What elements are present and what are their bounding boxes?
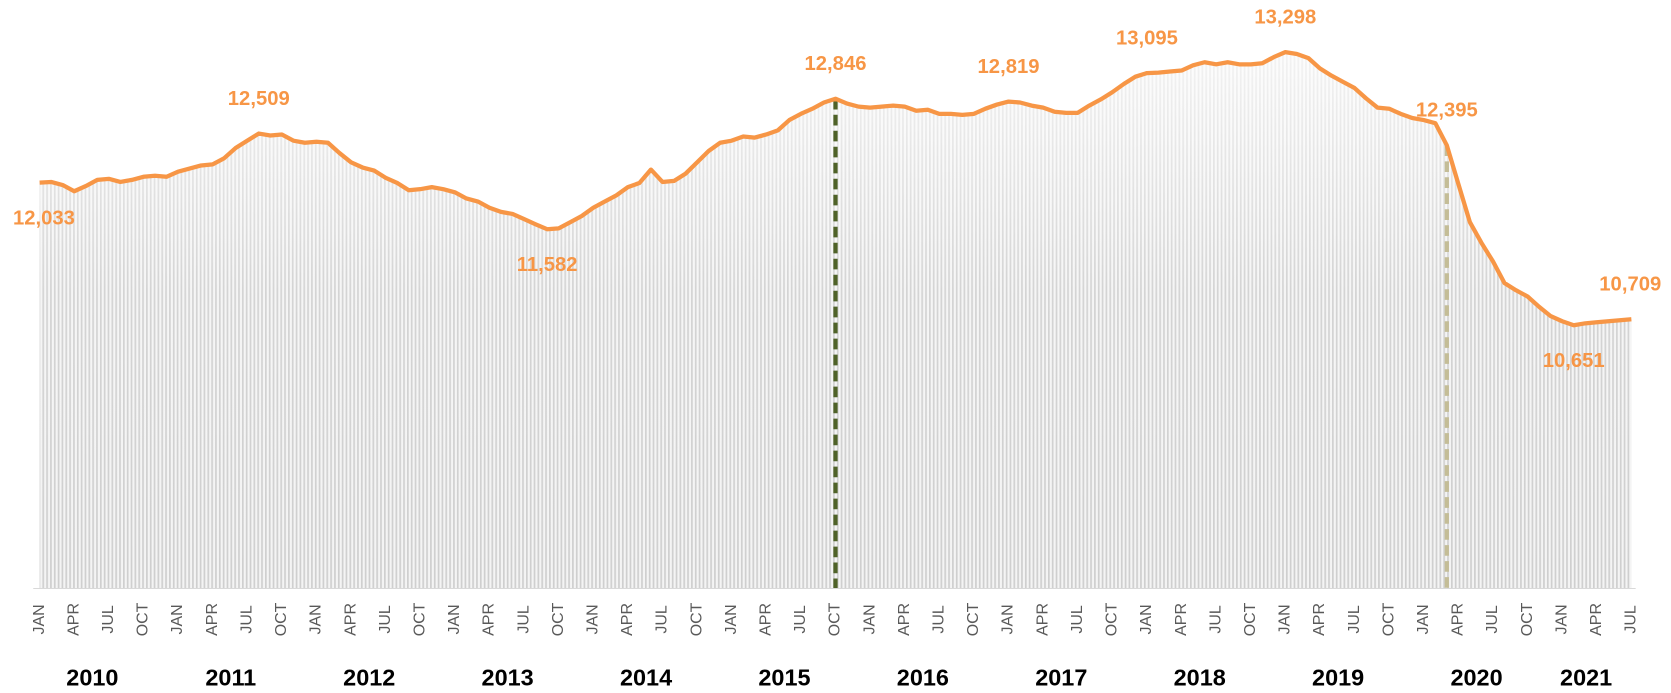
value-label: 12,846: [805, 53, 867, 75]
x-tick-label: JUL: [654, 605, 671, 634]
x-tick-label: JUL: [1484, 605, 1501, 634]
x-tick-label: OCT: [827, 602, 844, 636]
x-tick-label: JUL: [1207, 605, 1224, 634]
value-label: 13,298: [1254, 6, 1316, 28]
x-tick-label: JUL: [1069, 605, 1086, 634]
x-tick-label: APR: [758, 603, 775, 636]
x-tick-label: APR: [342, 603, 359, 636]
x-tick-label: JUL: [931, 605, 948, 634]
year-label: 2010: [66, 664, 118, 690]
value-label: 12,395: [1416, 100, 1478, 122]
value-label: 11,582: [517, 254, 578, 276]
year-label: 2015: [758, 664, 810, 690]
x-tick-label: JAN: [1000, 604, 1017, 634]
x-tick-label: JUL: [100, 605, 117, 634]
x-tick-label: JAN: [861, 604, 878, 634]
value-label: 12,819: [978, 56, 1040, 78]
x-tick-label: OCT: [1519, 602, 1536, 636]
x-tick-label: APR: [1034, 603, 1051, 636]
area-layer: [39, 52, 1632, 589]
x-tick-label: OCT: [550, 602, 567, 636]
x-tick-label: APR: [1173, 603, 1190, 636]
x-tick-label: JAN: [169, 604, 186, 634]
x-tick-label: JUL: [377, 605, 394, 634]
year-label: 2016: [897, 664, 949, 690]
year-label: 2017: [1035, 664, 1087, 690]
x-tick-label: JAN: [308, 604, 325, 634]
x-tick-label: APR: [619, 603, 636, 636]
x-tick-label: OCT: [965, 602, 982, 636]
year-label: 2012: [343, 664, 395, 690]
year-label: 2018: [1174, 664, 1226, 690]
area-fade: [39, 52, 1632, 589]
x-tick-label: JAN: [584, 604, 601, 634]
x-tick-label: OCT: [273, 602, 290, 636]
x-tick-label: APR: [896, 603, 913, 636]
label-layer: 12,033 12,509 11,582 12,846 12,819 13,095 13,2…: [13, 6, 1661, 372]
x-tick-label: JAN: [446, 604, 463, 634]
year-label: 2020: [1450, 664, 1502, 690]
value-label: 10,709: [1599, 274, 1661, 296]
x-tick-label: OCT: [688, 602, 705, 636]
x-tick-label: OCT: [135, 602, 152, 636]
value-label: 10,651: [1543, 350, 1605, 372]
value-label: 12,033: [13, 207, 75, 229]
x-tick-label: JAN: [723, 604, 740, 634]
year-label: 2021: [1560, 664, 1612, 690]
x-tick-label: OCT: [1242, 602, 1259, 636]
year-label: 2014: [620, 664, 672, 690]
x-tick-label: APR: [1450, 603, 1467, 636]
x-tick-label: JUL: [792, 605, 809, 634]
x-tick-label: JUL: [515, 605, 532, 634]
x-tick-label: APR: [481, 603, 498, 636]
year-label: 2019: [1312, 664, 1364, 690]
x-tick-label: JAN: [1138, 604, 1155, 634]
x-tick-label: APR: [1311, 603, 1328, 636]
x-tick-label: OCT: [1104, 602, 1121, 636]
drop-layer: [833, 98, 1449, 589]
x-tick-label: APR: [1588, 603, 1605, 636]
x-tick-label: APR: [65, 603, 82, 636]
x-tick-label: OCT: [1380, 602, 1397, 636]
year-label: 2013: [482, 664, 534, 690]
x-tick-label: JUL: [238, 605, 255, 634]
x-tick-label: APR: [204, 603, 221, 636]
x-tick-label: JAN: [1415, 604, 1432, 634]
x-tick-label: JUL: [1623, 605, 1640, 634]
x-tick-label: JAN: [1553, 604, 1570, 634]
x-tick-label: OCT: [411, 602, 428, 636]
x-tick-label: JUL: [1346, 605, 1363, 634]
value-label: 12,509: [228, 88, 290, 110]
axis-layer: JAN APR JUL OCT JAN APR JUL OCT JAN APR JUL OCT JAN A…: [31, 587, 1640, 690]
line: [39, 50, 1632, 328]
year-label: 2011: [205, 664, 256, 690]
x-tick-label: JAN: [1277, 604, 1294, 634]
value-label: 13,095: [1116, 27, 1178, 49]
x-tick-label: JAN: [31, 604, 48, 634]
line-layer: [39, 50, 1632, 328]
